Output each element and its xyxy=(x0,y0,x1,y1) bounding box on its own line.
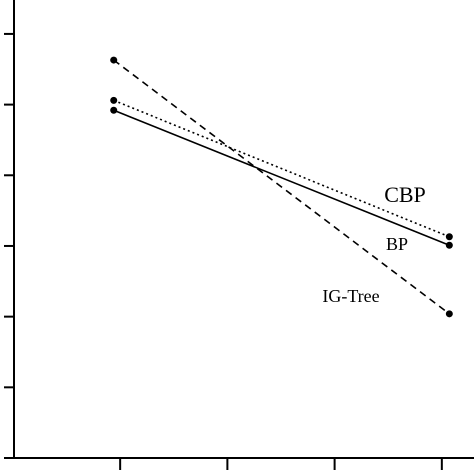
point xyxy=(110,106,118,114)
series-label: CBP xyxy=(384,182,426,207)
point xyxy=(445,241,453,249)
point xyxy=(445,310,453,318)
line xyxy=(113,99,450,238)
series-label: BP xyxy=(386,234,408,254)
point xyxy=(110,96,118,104)
line xyxy=(113,59,450,315)
point xyxy=(445,233,453,241)
point xyxy=(110,56,118,64)
series-label: IG-Tree xyxy=(322,286,379,306)
line xyxy=(113,109,450,246)
